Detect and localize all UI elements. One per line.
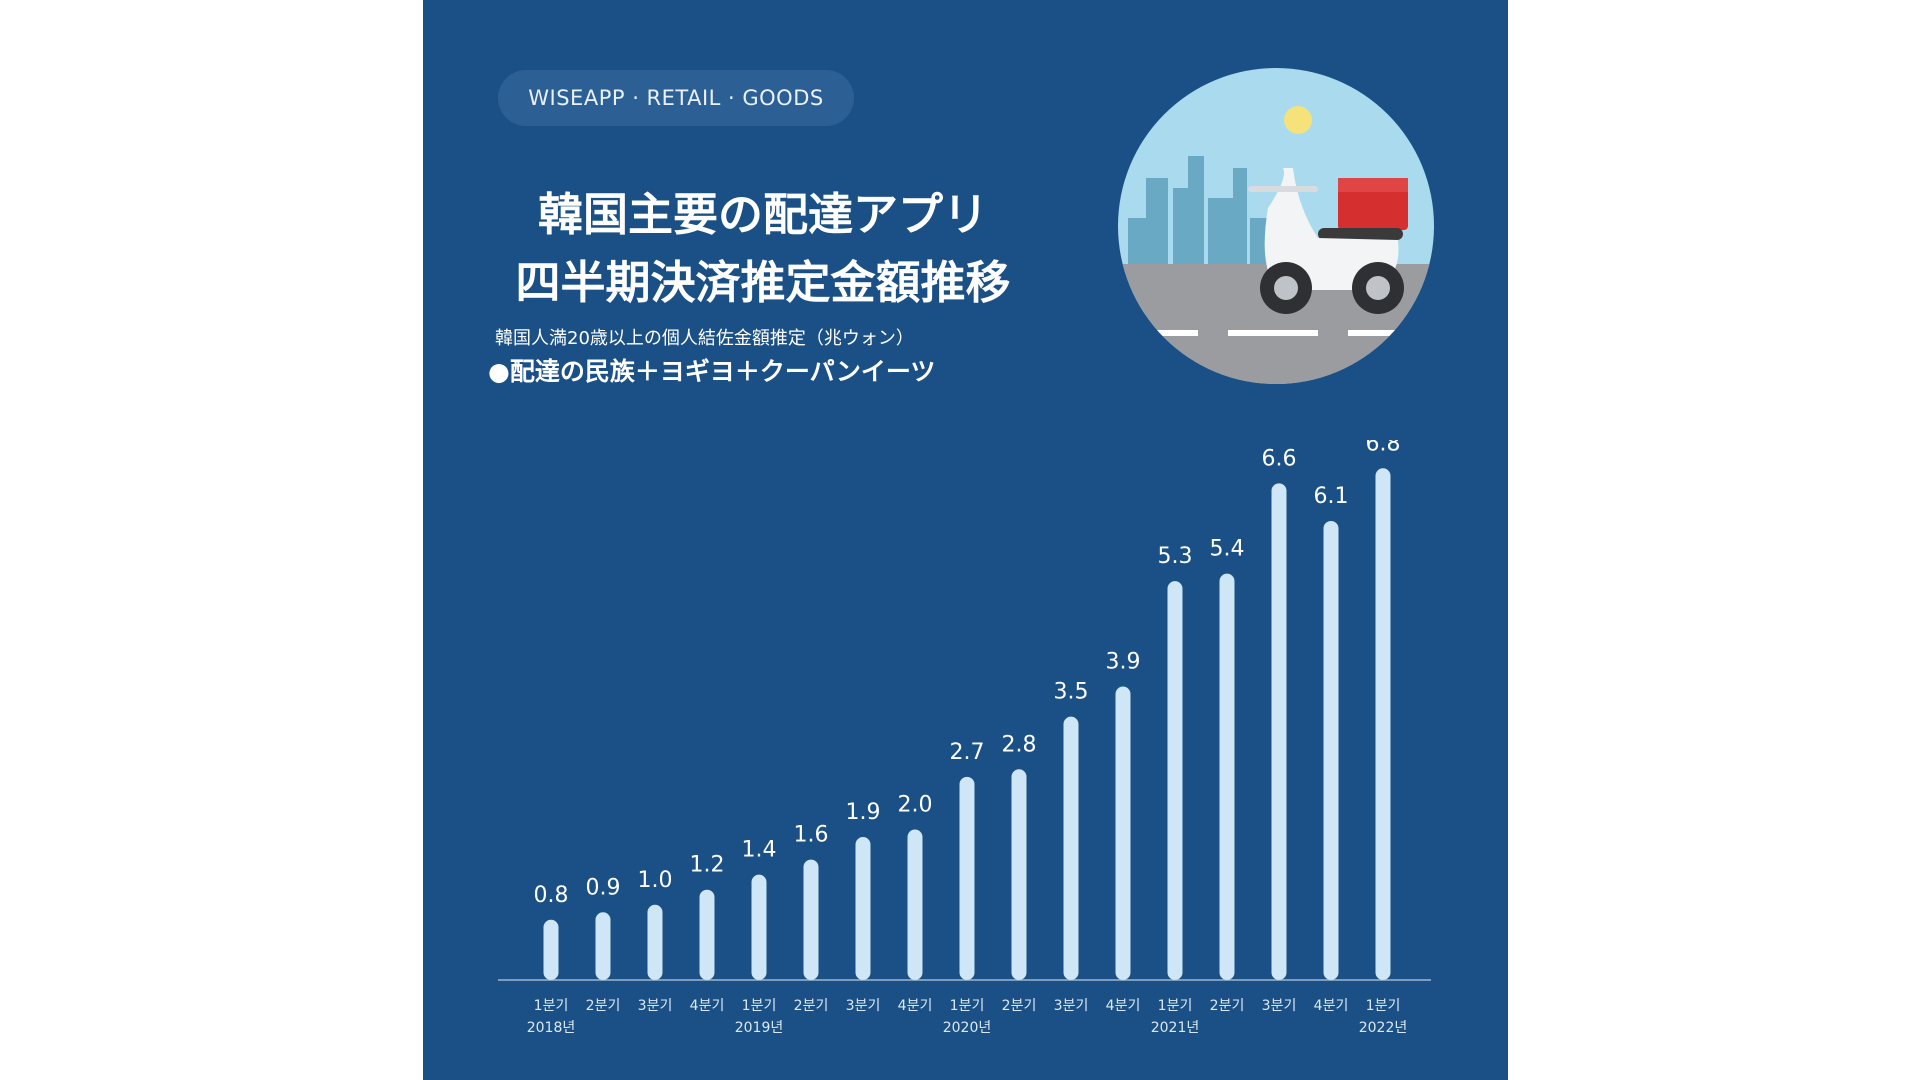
bar xyxy=(959,776,975,980)
x-year-label: 2020년 xyxy=(943,1020,992,1036)
x-year-label: 2021년 xyxy=(1151,1020,1200,1036)
bar-value-label: 2.0 xyxy=(898,793,933,818)
x-tick-label: 1분기 xyxy=(950,998,985,1014)
bar-value-label: 3.5 xyxy=(1054,680,1089,705)
x-tick-label: 3분기 xyxy=(846,998,881,1014)
bar xyxy=(1167,581,1183,980)
bar xyxy=(803,859,819,980)
x-tick-label: 2분기 xyxy=(1002,998,1037,1014)
bar xyxy=(647,904,663,980)
chart-subtitle: 韓国人満20歳以上の個人結佐金額推定（兆ウォン） xyxy=(495,328,914,349)
scooter-illustration xyxy=(1118,68,1434,384)
bar xyxy=(699,889,715,980)
scooter-icon xyxy=(1248,168,1408,314)
bar xyxy=(907,829,923,980)
series-legend: ●配達の民族＋ヨギヨ＋クーパンイーツ xyxy=(488,357,936,386)
bar-value-label: 0.8 xyxy=(534,883,569,908)
x-tick-label: 1분기 xyxy=(742,998,777,1014)
bar-value-label: 1.0 xyxy=(638,868,673,893)
bar-value-label: 6.1 xyxy=(1314,484,1349,509)
page-title-line1: 韓国主要の配達アプリ xyxy=(537,188,988,241)
x-tick-label: 2분기 xyxy=(794,998,829,1014)
bar-value-label: 6.6 xyxy=(1262,446,1297,471)
x-tick-label: 4분기 xyxy=(690,998,725,1014)
bar-value-label: 0.9 xyxy=(586,875,621,900)
city-skyline-icon xyxy=(1128,156,1290,278)
x-tick-label: 2분기 xyxy=(586,998,621,1014)
bar-value-label: 6.8 xyxy=(1366,440,1401,456)
bar xyxy=(1011,769,1027,980)
x-tick-label: 2분기 xyxy=(1210,998,1245,1014)
bar xyxy=(595,912,611,980)
x-tick-label: 3분기 xyxy=(1054,998,1089,1014)
bar-value-label: 5.4 xyxy=(1210,537,1245,562)
bar xyxy=(751,874,767,980)
bar xyxy=(1115,686,1131,980)
x-year-label: 2018년 xyxy=(527,1020,576,1036)
bar xyxy=(1063,716,1079,980)
page-title-line2: 四半期決済推定金額推移 xyxy=(515,256,1011,309)
bar xyxy=(1219,573,1235,980)
bar-value-label: 2.7 xyxy=(950,740,985,765)
x-tick-label: 4분기 xyxy=(898,998,933,1014)
bar-value-label: 1.2 xyxy=(690,853,725,878)
bar-chart: 0.8 1분기 2018년 0.9 2분기 1.0 3분기 1.2 4분기 1.4 1분기 2019년… xyxy=(498,440,1431,1036)
x-year-label: 2022년 xyxy=(1359,1020,1408,1036)
infographic-canvas: WISEAPP · RETAIL · GOODS 韓国主要の配達アプリ 四半期決… xyxy=(423,0,1508,1080)
bar-value-label: 1.4 xyxy=(742,838,777,863)
x-tick-label: 1분기 xyxy=(1158,998,1193,1014)
brand-pill: WISEAPP · RETAIL · GOODS xyxy=(498,70,854,126)
bar-value-label: 5.3 xyxy=(1158,544,1193,569)
bar-value-label: 2.8 xyxy=(1002,732,1037,757)
bar xyxy=(1323,520,1339,980)
x-tick-label: 3분기 xyxy=(638,998,673,1014)
bar-value-label: 1.9 xyxy=(846,800,881,825)
bar-value-label: 1.6 xyxy=(794,823,829,848)
x-tick-label: 1분기 xyxy=(1366,998,1401,1014)
x-tick-label: 1분기 xyxy=(534,998,569,1014)
x-year-label: 2019년 xyxy=(735,1020,784,1036)
bar-value-label: 3.9 xyxy=(1106,650,1141,675)
bar xyxy=(1271,483,1287,980)
bar xyxy=(543,919,559,980)
bar xyxy=(1375,468,1391,980)
x-tick-label: 4분기 xyxy=(1314,998,1349,1014)
x-tick-label: 4분기 xyxy=(1106,998,1141,1014)
x-tick-label: 3분기 xyxy=(1262,998,1297,1014)
sun-icon xyxy=(1284,106,1312,134)
bar xyxy=(855,837,871,980)
